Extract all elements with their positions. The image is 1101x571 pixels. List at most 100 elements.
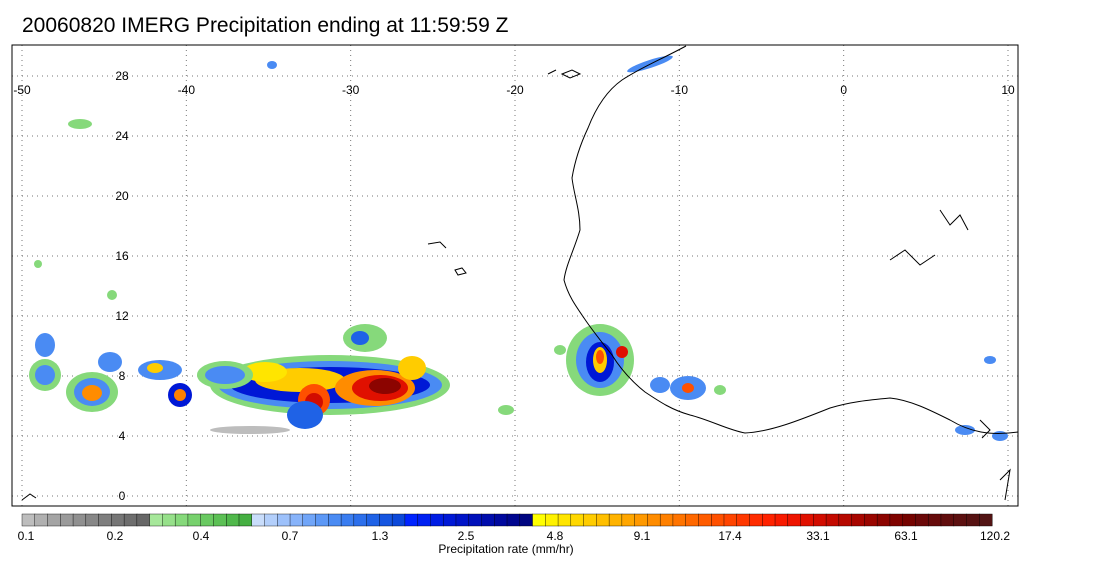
colorbar-swatch [149,513,163,527]
latitude-tick-label: 16 [115,249,129,263]
colorbar-swatch [927,513,942,527]
scattered-light-precip [34,55,1008,441]
colorbar-swatch [762,513,776,527]
colorbar-swatch [800,513,814,527]
storm-cluster-far-west [29,333,122,412]
colorbar-swatch [876,513,891,527]
colorbar-swatch [391,513,406,527]
colorbar-swatch [621,513,636,527]
colorbar-swatch [417,513,431,527]
map-title: 20060820 IMERG Precipitation ending at 1… [22,14,509,37]
colorbar-swatch [979,513,993,527]
colorbar-swatch [825,513,840,527]
colorbar-swatch [226,513,240,527]
longitude-tick-label: -30 [342,83,360,97]
colorbar-swatch [47,513,61,527]
colorbar-swatch [940,513,955,527]
longitude-tick-label: -50 [13,83,31,97]
colorbar-swatch [838,513,853,527]
storm-cluster-west [210,355,450,429]
latitude-tick-label: 8 [119,369,126,383]
colorbar-swatch [698,513,712,527]
colorbar-swatch [162,513,176,527]
colorbar-swatch [60,513,74,527]
colorbar-swatch [328,513,342,527]
colorbar-tick-label: 0.1 [18,529,35,543]
colorbar-swatch [672,513,687,527]
colorbar-swatch [851,513,865,527]
latitude-tick-label: 28 [115,69,129,83]
colorbar-swatch [379,513,393,527]
colorbar-swatch [519,513,534,527]
colorbar-swatch [213,513,227,527]
colorbar-swatch [123,513,138,527]
colorbar-tick-label: 1.3 [372,529,389,543]
colorbar-tick-label: 120.2 [980,529,1010,543]
colorbar-swatch [915,513,929,527]
colorbar-swatch [902,513,916,527]
longitude-labels: -50 -40 -30 -20 -10 0 10 [13,83,1015,97]
colorbar-tick-label: 9.1 [634,529,651,543]
colorbar-swatch [238,513,253,527]
colorbar-swatch [596,513,610,527]
colorbar-swatch [404,513,419,527]
colorbar-swatch [813,513,827,527]
latitude-tick-label: 4 [119,429,126,443]
colorbar-swatch [251,513,266,527]
colorbar-swatch [494,513,508,527]
map-frame [11,44,1019,507]
colorbar-swatch [545,513,559,527]
colorbar-swatch [634,513,648,527]
colorbar-swatch [340,513,355,527]
colorbar-swatch [532,513,546,527]
colorbar-swatch [187,513,202,527]
colorbar-swatch [736,513,750,527]
colorbar-swatch [659,513,674,527]
colorbar-tick-label: 0.4 [193,529,210,543]
colorbar [21,513,993,527]
colorbar-tick-label: 63.1 [894,529,918,543]
longitude-tick-label: 0 [840,83,847,97]
latitude-labels: 0 4 8 12 16 20 24 28 [115,69,129,503]
latitude-tick-label: 20 [115,189,129,203]
colorbar-swatch [366,513,380,527]
colorbar-swatch [608,513,623,527]
colorbar-tick-label: 0.2 [107,529,124,543]
colorbar-swatch [570,513,585,527]
colorbar-swatch [277,513,291,527]
colorbar-swatch [302,513,317,527]
colorbar-swatch [289,513,304,527]
colorbar-swatch [711,513,725,527]
colorbar-tick-label: 2.5 [458,529,475,543]
colorbar-swatch [774,513,789,527]
colorbar-swatch [174,513,189,527]
colorbar-swatch [787,513,802,527]
colorbar-tick-label: 0.7 [282,529,299,543]
colorbar-swatch [889,513,904,527]
colorbar-swatch [21,513,36,527]
colorbar-swatch [481,513,495,527]
colorbar-tick-label: 4.8 [547,529,564,543]
colorbar-swatch [685,513,699,527]
longitude-tick-label: 10 [1001,83,1015,97]
colorbar-swatch [353,513,368,527]
colorbar-swatch [506,513,521,527]
longitude-tick-label: -20 [506,83,524,97]
colorbar-swatch [442,513,457,527]
colorbar-swatch [315,513,329,527]
colorbar-swatch [557,513,572,527]
storm-cluster-africa-coast [566,324,706,400]
colorbar-swatch [749,513,763,527]
colorbar-swatch [647,513,661,527]
colorbar-swatch [966,513,980,527]
colorbar-swatch [98,513,112,527]
colorbar-swatch [455,513,470,527]
graticule [12,45,1018,506]
longitude-tick-label: -40 [178,83,196,97]
precip-field [29,55,1008,441]
colorbar-swatch [430,513,444,527]
longitude-tick-label: -10 [671,83,689,97]
storm-cluster-mid [138,324,387,407]
colorbar-swatch [864,513,878,527]
latitude-tick-label: 24 [115,129,129,143]
